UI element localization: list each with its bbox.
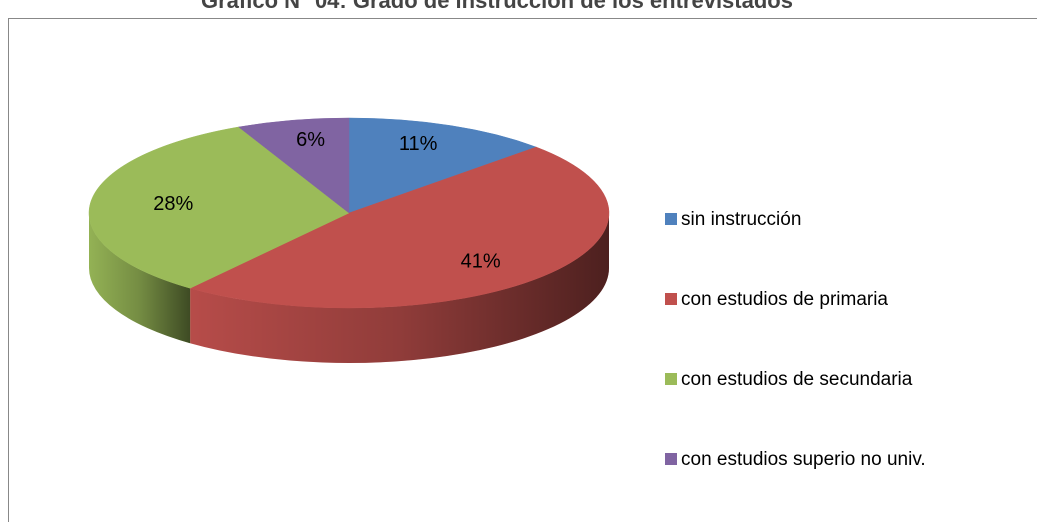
legend-label: con estudios de primaria: [681, 289, 888, 310]
legend-swatch: [665, 293, 677, 305]
slice-side-shade: [89, 213, 191, 344]
slice-side-shade: [190, 213, 609, 363]
legend-label: sin instrucción: [681, 209, 801, 230]
legend-swatch: [665, 373, 677, 385]
data-label: 6%: [296, 129, 325, 151]
slice: [189, 146, 610, 309]
chart-title: Gráfico N° 04: Grado de instrucción de l…: [201, 0, 793, 13]
legend-swatch: [665, 453, 677, 465]
slice: [238, 117, 350, 214]
data-label: 28%: [153, 193, 193, 215]
legend-label: con estudios de secundaria: [681, 369, 913, 390]
slice: [88, 126, 350, 289]
legend-swatch: [665, 213, 677, 225]
legend-label: con estudios superio no univ.: [681, 449, 926, 470]
data-label: 11%: [399, 133, 438, 155]
data-label: 41%: [461, 251, 501, 273]
slice: [348, 117, 537, 214]
